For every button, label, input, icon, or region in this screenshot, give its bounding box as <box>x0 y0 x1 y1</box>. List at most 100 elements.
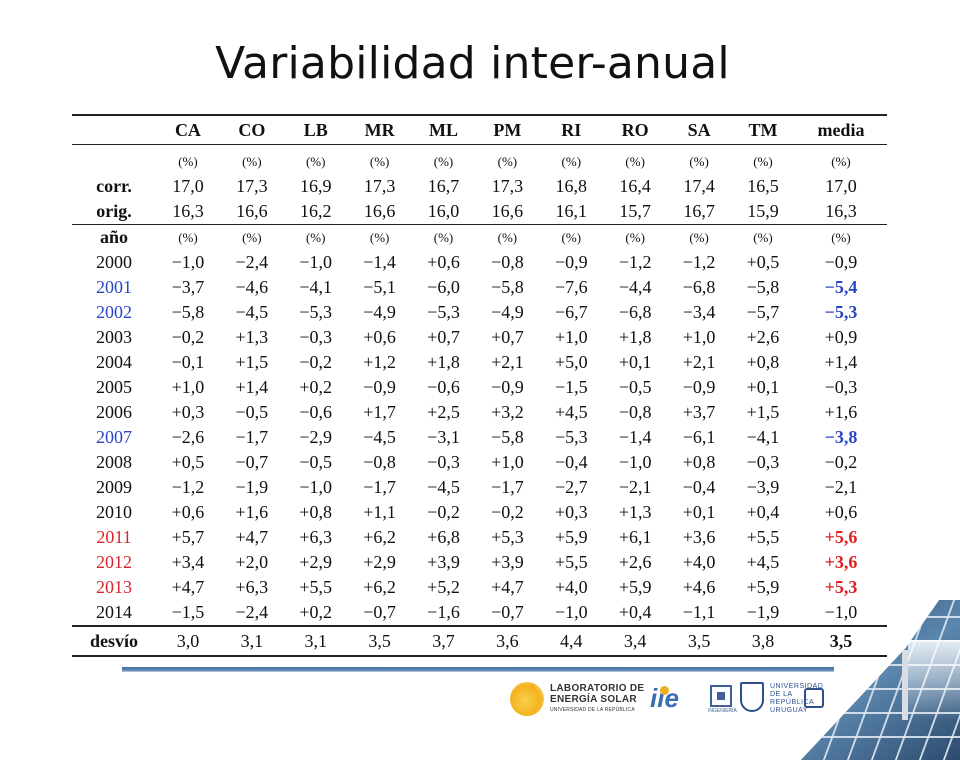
table-cell: +2,9 <box>363 552 396 572</box>
table-cell: +0,8 <box>299 502 333 522</box>
table-cell: −0,6 <box>299 402 333 422</box>
unit-cell: (%) <box>219 224 284 250</box>
table-cell: +1,3 <box>235 327 269 347</box>
table-row: 2002 −5,8 −4,5 −5,3 −4,9 −5,3 −4,9 −6,7 −6,8 −3,4… <box>72 300 887 325</box>
table-cell: +4,0 <box>554 577 588 597</box>
year-label: 2011 <box>96 527 132 547</box>
table-cell: +1,7 <box>363 402 396 422</box>
table-cell: +6,8 <box>427 527 460 547</box>
table-cell: 16,6 <box>363 201 396 221</box>
table-cell: +0,4 <box>746 502 780 522</box>
column-header-tm: TM <box>731 114 795 145</box>
table-cell: +5,5 <box>746 527 780 547</box>
table-cell: +0,7 <box>491 327 524 347</box>
table-cell: −1,0 <box>824 602 858 622</box>
table-cell: −1,7 <box>491 477 524 497</box>
table-cell: +5,3 <box>491 527 524 547</box>
table-cell: +0,7 <box>427 327 460 347</box>
table-cell: +1,5 <box>746 402 780 422</box>
table-cell: −0,9 <box>363 377 396 397</box>
unit-cell: (%) <box>625 154 645 169</box>
table-cell: 3,5 <box>347 625 412 657</box>
table-cell: −4,5 <box>363 427 396 447</box>
unit-row-years: año (%) (%) (%) (%) (%) (%) (%) (%) (%) (%) (%) <box>72 224 887 250</box>
footer-logos: LABORATORIO DE ENERGÍA SOLAR UNIVERSIDAD… <box>508 680 828 720</box>
table-cell: −6,0 <box>427 277 460 297</box>
table-cell: −6,8 <box>618 302 652 322</box>
table-cell: −2,6 <box>171 427 205 447</box>
table-cell: −1,4 <box>618 427 652 447</box>
table-cell: 16,7 <box>427 176 460 196</box>
solar-panel-glare <box>908 640 960 720</box>
column-header-lb: LB <box>283 114 348 145</box>
table-cell: −0,7 <box>363 602 396 622</box>
year-label: 2008 <box>96 452 132 472</box>
unit-cell: (%) <box>156 224 220 250</box>
table-cell: 3,6 <box>475 625 540 657</box>
table-cell: −3,8 <box>824 427 858 447</box>
table-cell: −2,4 <box>235 252 269 272</box>
table-cell: +1,0 <box>682 327 716 347</box>
table-cell: +5,3 <box>824 577 858 597</box>
table-row: 2014 −1,5 −2,4 +0,2 −0,7 −1,6 −0,7 −1,0 +0,4 −1,1… <box>72 600 887 626</box>
table-row: 2012 +3,4 +2,0 +2,9 +2,9 +3,9 +3,9 +5,5 +2,6 +4,0… <box>72 550 887 575</box>
column-header-pm: PM <box>475 114 540 145</box>
variability-table: CA CO LB MR ML PM RI RO SA TM media (%) (%) (%) (%) (%… <box>72 114 887 657</box>
table-cell: +0,6 <box>171 502 205 522</box>
column-header-co: CO <box>219 114 284 145</box>
table-cell: −0,5 <box>618 377 652 397</box>
year-label: 2000 <box>96 252 132 272</box>
unit-cell: (%) <box>539 224 604 250</box>
unit-cell: (%) <box>411 224 476 250</box>
table-cell: −3,1 <box>427 427 460 447</box>
table-cell: +1,8 <box>427 352 460 372</box>
table-cell: −6,8 <box>682 277 716 297</box>
table-cell: 16,9 <box>299 176 332 196</box>
table-cell: 17,3 <box>363 176 396 196</box>
table-cell: −6,1 <box>682 427 716 447</box>
table-row: 2011 +5,7 +4,7 +6,3 +6,2 +6,8 +5,3 +5,9 +6,1 +3,6… <box>72 525 887 550</box>
table-cell: 4,4 <box>539 625 604 657</box>
table-cell: −7,6 <box>554 277 588 297</box>
table-cell: 16,6 <box>236 201 268 221</box>
table-cell: −0,3 <box>299 327 333 347</box>
table-row: 2009 −1,2 −1,9 −1,0 −1,7 −4,5 −1,7 −2,7 −2,1 −0,4… <box>72 475 887 500</box>
table-cell: +0,5 <box>746 252 780 272</box>
table-cell: +6,2 <box>363 527 396 547</box>
footer-rule <box>122 667 834 671</box>
les-sun-logo-icon <box>510 682 544 716</box>
table-cell: −4,4 <box>618 277 652 297</box>
table-cell: +5,2 <box>427 577 460 597</box>
table-cell: −1,4 <box>363 252 396 272</box>
table-cell: −5,8 <box>171 302 205 322</box>
table-cell: 16,4 <box>619 176 651 196</box>
table-row: 2010 +0,6 +1,6 +0,8 +1,1 −0,2 −0,2 +0,3 +1,3 +0,1… <box>72 500 887 525</box>
table-cell: 17,3 <box>236 176 268 196</box>
table-cell: +0,3 <box>554 502 588 522</box>
unit-cell: (%) <box>603 224 668 250</box>
table-cell: −0,1 <box>171 352 205 372</box>
table-cell: +2,1 <box>682 352 716 372</box>
column-header-ri: RI <box>539 114 604 145</box>
table-cell: +1,2 <box>363 352 396 372</box>
unit-cell: (%) <box>497 154 518 169</box>
table-cell: −1,9 <box>746 602 780 622</box>
table-cell: +3,2 <box>491 402 524 422</box>
table-cell: +3,9 <box>491 552 524 572</box>
table-row: 2004 −0,1 +1,5 −0,2 +1,2 +1,8 +2,1 +5,0 +0,1 +2,1… <box>72 350 887 375</box>
table-cell: 16,8 <box>555 176 588 196</box>
table-cell: −0,9 <box>491 377 524 397</box>
table-cell: −1,5 <box>171 602 205 622</box>
table-cell: 3,8 <box>731 625 795 657</box>
table-cell: +5,5 <box>299 577 333 597</box>
table-cell: −2,1 <box>618 477 652 497</box>
table-cell: +2,6 <box>746 327 780 347</box>
table-cell: −0,2 <box>171 327 205 347</box>
row-label: año <box>72 224 156 250</box>
table-cell: −4,6 <box>235 277 269 297</box>
table-row: 2006 +0,3 −0,5 −0,6 +1,7 +2,5 +3,2 +4,5 −0,8 +3,7… <box>72 400 887 425</box>
table-cell: 17,0 <box>172 176 204 196</box>
table-cell: −4,5 <box>427 477 460 497</box>
table-cell: −1,0 <box>299 477 333 497</box>
table-cell: 3,4 <box>603 625 668 657</box>
